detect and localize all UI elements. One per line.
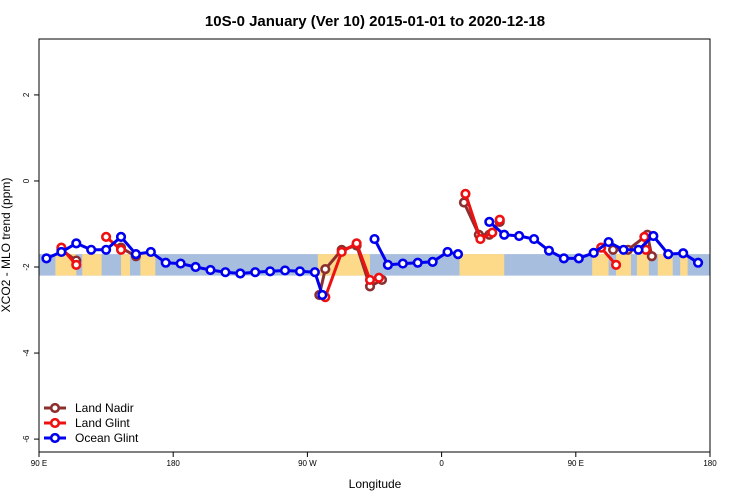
y-tick-label: -6 [22, 435, 31, 443]
y-tick-label: 0 [22, 178, 31, 183]
ocean-glint-point [220, 267, 231, 278]
land-glint-point [373, 272, 385, 283]
ocean-glint-point [499, 229, 510, 240]
land-glint-point [475, 233, 486, 245]
ocean-glint-point [514, 230, 525, 242]
plot-frame [38, 38, 711, 453]
ocean-glint-point [412, 257, 423, 268]
map-band-land [592, 254, 609, 276]
legend-land-nadir-label: Land Nadir [75, 401, 134, 415]
land-glint-point [639, 231, 650, 242]
x-tick-label: 180 [167, 459, 181, 468]
map-band-land [82, 254, 102, 276]
x-tick-label: 90 W [298, 459, 317, 468]
map-band-land [657, 254, 673, 276]
land-glint-point [364, 274, 376, 286]
land-glint-point [494, 214, 505, 225]
land-glint-point [487, 227, 498, 238]
ocean-glint-point [265, 266, 276, 277]
ocean-glint-point [528, 233, 540, 245]
legend-ocean-glint-marker [49, 432, 61, 444]
land-glint-point [71, 259, 82, 270]
land-glint-point [460, 188, 471, 199]
ocean-glint-point [100, 244, 112, 255]
ocean-glint-point [603, 236, 614, 248]
ocean-glint-point [618, 244, 629, 255]
ocean-glint-point [543, 245, 555, 256]
ocean-glint-point [130, 249, 142, 260]
legend-ocean-glint-label: Ocean Glint [75, 431, 139, 445]
map-band-land [616, 254, 631, 276]
ocean-glint-point [317, 289, 328, 301]
land-glint-point [336, 246, 347, 258]
land-nadir-point [320, 264, 331, 275]
ocean-glint-point [294, 266, 306, 277]
x-tick-label: 90 E [568, 459, 584, 468]
ocean-glint-point [71, 238, 82, 249]
ocean-glint-point [369, 233, 380, 245]
ocean-glint-point [692, 257, 704, 268]
land-glint-point [610, 259, 622, 270]
ocean-glint-point [588, 247, 599, 258]
map-band-land [680, 254, 688, 276]
ocean-glint-point [115, 231, 127, 242]
map-band-land [317, 254, 371, 276]
y-tick-label: -2 [22, 263, 31, 271]
ocean-glint-point [397, 258, 408, 269]
map-band-land [459, 254, 505, 276]
ocean-glint-point [205, 264, 216, 276]
x-axis-label: Longitude [349, 477, 402, 491]
ocean-glint-point [175, 258, 186, 269]
ocean-glint-point [678, 248, 689, 259]
y-axis-label: XCO2 - MLO trend (ppm) [0, 178, 13, 313]
x-tick-label: 0 [439, 459, 444, 468]
ocean-glint-point [309, 267, 320, 278]
ocean-glint-point [279, 265, 291, 276]
chart-title: 10S-0 January (Ver 10) 2015-01-01 to 202… [205, 13, 545, 30]
y-tick-label: -4 [22, 349, 31, 357]
legend-land-glint-label: Land Glint [75, 416, 130, 430]
land-glint-point [100, 231, 112, 242]
ocean-glint-point [442, 246, 453, 258]
ocean-glint-point [145, 246, 156, 258]
map-band-land [140, 254, 156, 276]
ocean-glint-point [235, 268, 246, 279]
legend-land-glint-marker [49, 417, 61, 429]
land-nadir-point [646, 251, 657, 262]
ocean-glint-point [484, 216, 495, 227]
y-tick-label: 2 [22, 92, 31, 97]
plot-area: 90 E 180 90 W 0 90 E 180 2 0 -2 -4 -6 Land NadirLan… [22, 38, 717, 468]
ocean-glint-point [160, 257, 171, 268]
ocean-glint-point [633, 244, 644, 255]
legend-land-nadir-marker [49, 402, 61, 414]
ocean-glint-point [648, 230, 659, 242]
x-tick-label: 180 [703, 459, 717, 468]
ocean-glint-point [190, 261, 201, 273]
land-glint-point [351, 238, 362, 249]
ocean-glint-point [86, 244, 97, 255]
map-band-land [636, 254, 649, 276]
land-glint-point [115, 244, 127, 255]
ocean-glint-point [250, 267, 261, 278]
ocean-glint-point [663, 249, 674, 260]
series-layer [41, 188, 704, 303]
ocean-glint-point [558, 253, 569, 264]
ocean-glint-point [573, 253, 584, 264]
x-tick-label: 90 E [31, 459, 47, 468]
ocean-glint-point [56, 246, 67, 258]
ocean-glint-point [382, 259, 394, 270]
ocean-glint-point [452, 249, 464, 260]
ocean-glint-point [427, 256, 438, 267]
ocean-glint-point [41, 253, 52, 264]
map-band-land [121, 254, 130, 276]
